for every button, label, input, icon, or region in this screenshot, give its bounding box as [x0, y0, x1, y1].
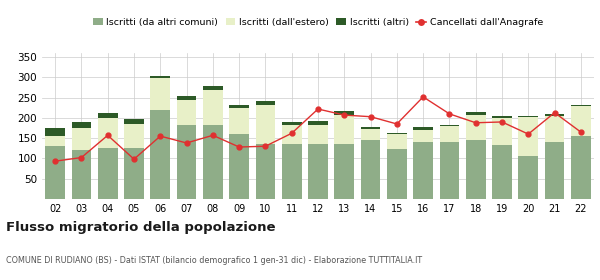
Cancellati dall'Anagrafe — [130, 157, 137, 161]
Legend: Iscritti (da altri comuni), Iscritti (dall'estero), Iscritti (altri), Cancellati: Iscritti (da altri comuni), Iscritti (da… — [89, 14, 547, 31]
Text: COMUNE DI RUDIANO (BS) - Dati ISTAT (bilancio demografico 1 gen-31 dic) - Elabor: COMUNE DI RUDIANO (BS) - Dati ISTAT (bil… — [6, 256, 422, 265]
Bar — [177, 100, 196, 125]
Bar — [203, 125, 223, 199]
Bar — [177, 125, 196, 199]
Bar — [518, 117, 538, 155]
Bar — [492, 118, 512, 145]
Cancellati dall'Anagrafe — [288, 132, 295, 135]
Cancellati dall'Anagrafe — [393, 122, 400, 126]
Bar — [518, 116, 538, 117]
Bar — [256, 104, 275, 144]
Bar — [256, 101, 275, 104]
Bar — [466, 112, 485, 115]
Bar — [98, 118, 118, 148]
Bar — [413, 142, 433, 199]
Bar — [492, 116, 512, 118]
Bar — [308, 121, 328, 125]
Bar — [387, 150, 407, 199]
Cancellati dall'Anagrafe — [577, 130, 584, 134]
Bar — [282, 125, 302, 144]
Cancellati dall'Anagrafe — [183, 141, 190, 145]
Bar — [124, 119, 144, 124]
Cancellati dall'Anagrafe — [446, 112, 453, 116]
Bar — [282, 144, 302, 199]
Cancellati dall'Anagrafe — [472, 121, 479, 124]
Bar — [45, 136, 65, 146]
Bar — [282, 122, 302, 125]
Cancellati dall'Anagrafe — [419, 95, 427, 99]
Cancellati dall'Anagrafe — [367, 115, 374, 118]
Bar — [545, 114, 565, 116]
Cancellati dall'Anagrafe — [499, 120, 506, 124]
Bar — [71, 128, 91, 150]
Bar — [256, 144, 275, 199]
Bar — [361, 129, 380, 140]
Cancellati dall'Anagrafe — [52, 160, 59, 163]
Bar — [492, 145, 512, 199]
Bar — [151, 76, 170, 78]
Bar — [203, 86, 223, 90]
Bar — [413, 130, 433, 142]
Bar — [229, 134, 249, 199]
Cancellati dall'Anagrafe — [104, 134, 112, 137]
Bar — [440, 142, 459, 199]
Bar — [124, 148, 144, 199]
Cancellati dall'Anagrafe — [157, 134, 164, 138]
Bar — [361, 127, 380, 129]
Bar — [45, 146, 65, 199]
Bar — [151, 110, 170, 199]
Bar — [334, 144, 354, 199]
Bar — [71, 150, 91, 199]
Cancellati dall'Anagrafe — [236, 145, 243, 149]
Text: Flusso migratorio della popolazione: Flusso migratorio della popolazione — [6, 221, 275, 234]
Bar — [440, 126, 459, 142]
Bar — [334, 115, 354, 144]
Bar — [571, 106, 591, 136]
Bar — [518, 155, 538, 199]
Bar — [387, 133, 407, 134]
Bar — [571, 136, 591, 199]
Bar — [545, 142, 565, 199]
Bar — [571, 104, 591, 106]
Bar — [334, 111, 354, 115]
Bar — [98, 148, 118, 199]
Bar — [361, 140, 380, 199]
Bar — [151, 78, 170, 110]
Bar — [124, 124, 144, 148]
Cancellati dall'Anagrafe — [314, 107, 322, 111]
Cancellati dall'Anagrafe — [551, 111, 558, 114]
Line: Cancellati dall'Anagrafe: Cancellati dall'Anagrafe — [53, 94, 583, 164]
Bar — [203, 90, 223, 125]
Bar — [229, 105, 249, 108]
Bar — [98, 113, 118, 118]
Cancellati dall'Anagrafe — [341, 113, 348, 117]
Bar — [440, 125, 459, 126]
Bar — [177, 96, 196, 100]
Bar — [308, 144, 328, 199]
Bar — [71, 122, 91, 128]
Bar — [466, 115, 485, 140]
Cancellati dall'Anagrafe — [262, 144, 269, 148]
Bar — [387, 134, 407, 150]
Bar — [545, 116, 565, 142]
Bar — [413, 127, 433, 130]
Bar — [45, 128, 65, 136]
Bar — [229, 108, 249, 134]
Cancellati dall'Anagrafe — [209, 134, 217, 137]
Cancellati dall'Anagrafe — [78, 156, 85, 159]
Bar — [466, 140, 485, 199]
Bar — [308, 125, 328, 144]
Cancellati dall'Anagrafe — [524, 132, 532, 136]
